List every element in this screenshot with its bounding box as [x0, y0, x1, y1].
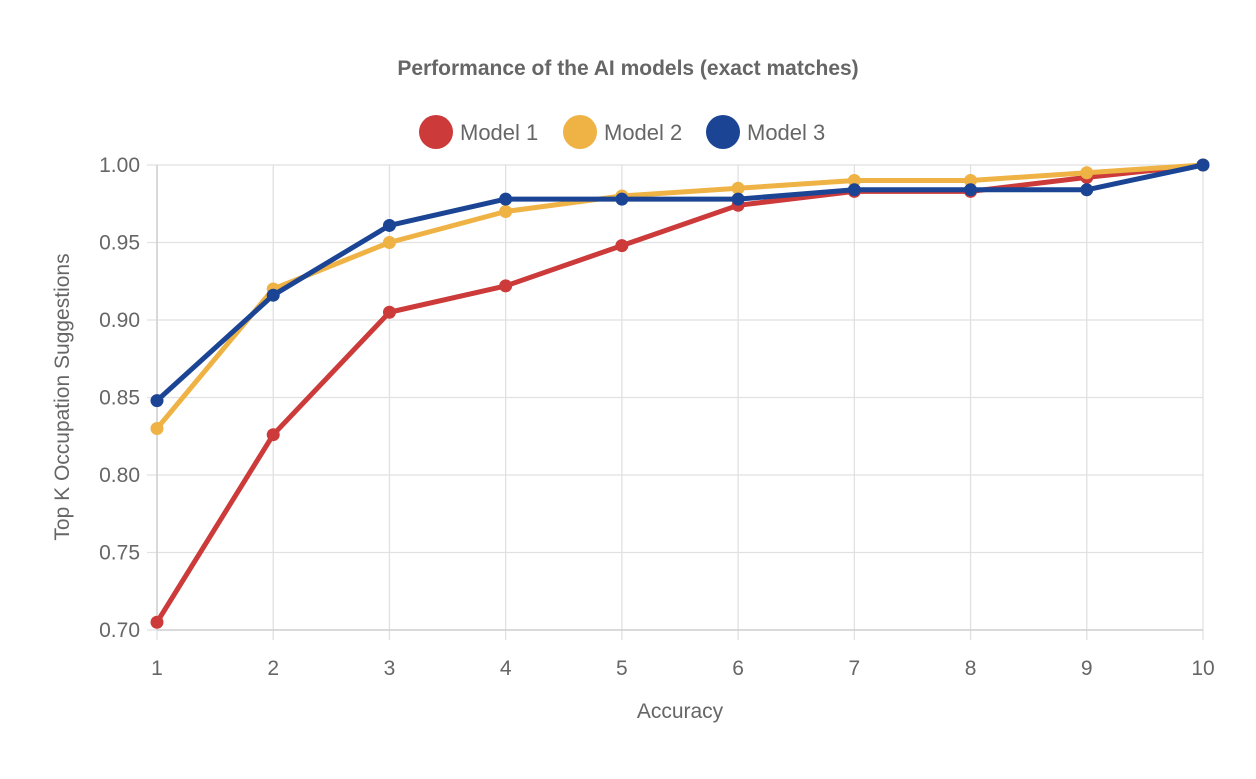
legend-label: Model 3 — [747, 120, 825, 145]
data-point[interactable] — [499, 192, 513, 206]
data-point[interactable] — [150, 422, 164, 435]
data-point[interactable] — [1080, 166, 1094, 180]
y-tick-label: 0.70 — [99, 619, 140, 642]
x-tick-label: 9 — [1081, 657, 1093, 680]
x-tick-label: 7 — [848, 657, 860, 680]
y-tick-label: 0.75 — [99, 542, 140, 565]
y-tick-label: 0.90 — [99, 309, 140, 332]
x-tick-label: 5 — [616, 657, 628, 680]
series-3 — [150, 158, 1210, 408]
legend-label: Model 2 — [604, 120, 682, 145]
legend-label: Model 1 — [460, 120, 538, 145]
y-axis-label: Top K Occupation Suggestions — [51, 253, 74, 540]
legend-item[interactable]: Model 1 — [419, 115, 538, 149]
data-point[interactable] — [731, 192, 745, 206]
legend-swatch — [706, 115, 740, 149]
data-point[interactable] — [150, 394, 164, 408]
x-tick-label: 6 — [732, 657, 744, 680]
data-point[interactable] — [964, 183, 978, 197]
data-point[interactable] — [382, 236, 396, 249]
x-tick-label: 4 — [500, 657, 512, 680]
y-tick-label: 0.95 — [99, 232, 140, 255]
x-tick-label: 1 — [151, 657, 163, 680]
data-point[interactable] — [499, 279, 513, 293]
data-point[interactable] — [266, 428, 280, 442]
data-point[interactable] — [964, 174, 978, 187]
legend-swatch — [563, 115, 597, 149]
data-point[interactable] — [266, 288, 280, 302]
x-tick-label: 10 — [1191, 657, 1214, 680]
x-tick-label: 2 — [267, 657, 279, 680]
series-layer — [150, 158, 1210, 629]
y-axis-ticks: 0.70 0.75 0.80 0.85 0.90 0.95 1.00 — [99, 154, 140, 642]
y-tick-label: 1.00 — [99, 154, 140, 177]
series-line — [154, 162, 1206, 625]
data-point[interactable] — [382, 305, 396, 319]
y-tick-label: 0.85 — [99, 387, 140, 410]
x-tick-label: 3 — [384, 657, 396, 680]
data-point[interactable] — [382, 218, 396, 232]
x-tick-label: 8 — [965, 657, 977, 680]
chart-title: Performance of the AI models (exact matc… — [397, 57, 858, 80]
series-line — [154, 162, 1206, 431]
data-point[interactable] — [150, 615, 164, 629]
legend: Model 1 Model 2 Model 3 — [419, 115, 825, 149]
x-axis-label: Accuracy — [637, 700, 724, 723]
x-axis-ticks: 1 2 3 4 5 6 7 8 9 10 — [151, 657, 1215, 680]
legend-item[interactable]: Model 2 — [563, 115, 682, 149]
data-point[interactable] — [1080, 183, 1094, 197]
data-point[interactable] — [499, 205, 513, 218]
data-point[interactable] — [615, 192, 629, 206]
series-line — [154, 162, 1206, 404]
data-point[interactable] — [731, 181, 745, 195]
series-1 — [150, 158, 1210, 629]
data-point[interactable] — [847, 183, 861, 197]
data-point[interactable] — [615, 239, 629, 253]
legend-item[interactable]: Model 3 — [706, 115, 825, 149]
data-point[interactable] — [847, 174, 861, 187]
data-point[interactable] — [1196, 158, 1210, 172]
y-tick-label: 0.80 — [99, 464, 140, 487]
legend-swatch — [419, 115, 453, 149]
